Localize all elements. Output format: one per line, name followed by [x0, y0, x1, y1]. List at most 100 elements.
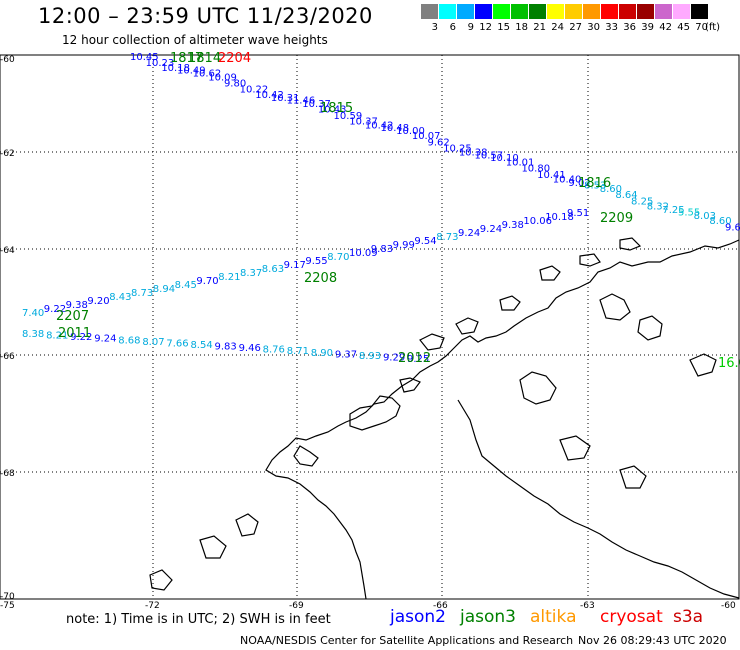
satellite-label: jason3 — [460, 607, 516, 627]
wave-height-label: 9.46 — [239, 343, 261, 354]
wave-height-label: 9.55 — [305, 256, 327, 267]
satellite-label: jason2 — [390, 607, 446, 627]
wave-height-label: 10.23 — [146, 58, 175, 69]
legend-swatch — [601, 4, 619, 19]
wave-height-label: 10.37 — [349, 117, 378, 128]
wave-height-label: 10.07 — [412, 131, 441, 142]
legend-swatch-label: 9 — [467, 22, 474, 33]
pass-time-label: 1817 — [170, 51, 203, 66]
legend-swatch — [619, 4, 637, 19]
wave-height-label: 8.43 — [109, 292, 131, 303]
legend-swatch — [565, 4, 583, 19]
pass-time-label: 1815 — [320, 101, 353, 116]
pass-time-label: 1816 — [578, 176, 611, 191]
wave-height-label: 10.01 — [506, 158, 535, 169]
credit-line: NOAA/NESDIS Center for Satellite Applica… — [240, 634, 574, 647]
wave-height-label: 9.38 — [502, 220, 524, 231]
wave-height-label: 9.24 — [94, 334, 116, 345]
wave-height-label: 10.45 — [130, 52, 159, 63]
legend-swatch — [673, 4, 691, 19]
legend-swatch — [457, 4, 475, 19]
legend-swatch-label: 24 — [551, 22, 564, 33]
lon-tick-label: -66 — [433, 601, 448, 611]
wave-height-label: 10.00 — [396, 126, 425, 137]
lon-tick-label: -75 — [0, 601, 15, 611]
legend-swatch — [655, 4, 673, 19]
legend-swatch-label: 39 — [641, 22, 654, 33]
pass-time-label: 2011 — [58, 326, 91, 341]
wave-height-label: 8.45 — [175, 280, 197, 291]
legend-swatch — [493, 4, 511, 19]
legend-swatch-label: 18 — [515, 22, 528, 33]
wave-height-label: 8.63 — [262, 264, 284, 275]
lat-tick-label: -62 — [0, 149, 15, 159]
wave-height-label: 10.09 — [208, 72, 237, 83]
legend-swatch — [547, 4, 565, 19]
wave-height-label: 7.40 — [22, 308, 44, 319]
wave-height-label: 8.37 — [240, 268, 262, 279]
satellite-label: altika — [530, 607, 577, 627]
wave-height-label: 9.70 — [196, 276, 218, 287]
track-labels-layer: 10.4510.2310.1810.4910.6210.099.8010.221… — [22, 51, 740, 371]
wave-height-label: 9.24 — [458, 228, 480, 239]
pass-time-label: 2207 — [56, 309, 89, 324]
legend-swatch-label: 42 — [659, 22, 672, 33]
wave-height-label: 9.37 — [335, 349, 357, 360]
wave-height-label: 9.83 — [371, 244, 393, 255]
coastline — [149, 237, 740, 600]
legend-swatch — [529, 4, 547, 19]
legend-swatch — [475, 4, 493, 19]
wave-height-label: 10.57 — [474, 150, 503, 161]
pass-time-label: 2012 — [398, 351, 431, 366]
wave-height-label: 8.54 — [190, 340, 212, 351]
wave-height-label: 10.18 — [161, 63, 190, 74]
wave-height-label: 10.43 — [318, 105, 347, 116]
wave-height-label: 10.41 — [537, 170, 566, 181]
wave-height-label: 10.31 — [271, 93, 300, 104]
timestamp: Nov 26 08:29:43 UTC 2020 — [578, 634, 727, 647]
lat-tick-label: -66 — [0, 352, 15, 362]
wave-height-label: 8.38 — [22, 329, 44, 340]
legend-swatch-label: 30 — [587, 22, 600, 33]
wave-height-label: 8.03 — [694, 211, 716, 222]
legend-swatch-label: 15 — [497, 22, 510, 33]
wave-height-label: 8.07 — [142, 337, 164, 348]
wave-height-label: 8.70 — [327, 252, 349, 263]
legend-swatch — [439, 4, 457, 19]
wave-height-label: 8.60 — [709, 216, 731, 227]
wave-height-label: 8.21 — [218, 272, 240, 283]
legend-swatch-label: 6 — [449, 22, 456, 33]
legend-swatch-label: 70 — [695, 22, 708, 33]
wave-height-label: 10.48 — [381, 123, 410, 134]
wave-height-label: 8.64 — [615, 190, 637, 201]
wave-height-label: 10.10 — [490, 153, 519, 164]
wave-height-label: 8.25 — [631, 196, 653, 207]
wave-height-label: 10.42 — [255, 90, 284, 101]
satellite-label: s3a — [673, 607, 704, 627]
wave-height-label: 9.02 — [568, 178, 590, 189]
wave-height-label: 10.59 — [334, 111, 363, 122]
wave-height-label: 8.73 — [436, 232, 458, 243]
wave-height-label: 9.25 — [407, 354, 429, 365]
wave-height-label: 7.66 — [166, 338, 188, 349]
wave-height-label: 9.80 — [224, 78, 246, 89]
lon-tick-label: -60 — [721, 601, 736, 611]
lat-tick-label: -60 — [0, 55, 15, 65]
wave-height-label: 10.49 — [177, 66, 206, 77]
legend-swatch-label: 45 — [677, 22, 690, 33]
map-frame — [0, 54, 740, 600]
wave-height-label: 10.06 — [523, 216, 552, 227]
wave-height-label: 9.83 — [215, 342, 237, 353]
pass-time-label: 2209 — [600, 211, 633, 226]
grid-lines — [0, 55, 739, 599]
wave-height-label: 8.21 — [46, 331, 68, 342]
wave-height-label: 8.94 — [153, 284, 175, 295]
satellite-label: cryosat — [600, 607, 663, 627]
legend-swatch-label: 27 — [569, 22, 582, 33]
wave-height-label: 9.22 — [44, 304, 66, 315]
wave-height-label: 7.25 — [662, 205, 684, 216]
wave-height-label: 9.20 — [87, 296, 109, 307]
lat-tick-label: -68 — [0, 469, 15, 479]
wave-height-label: 10.40 — [553, 175, 582, 186]
wave-height-label: 8.90 — [311, 348, 333, 359]
